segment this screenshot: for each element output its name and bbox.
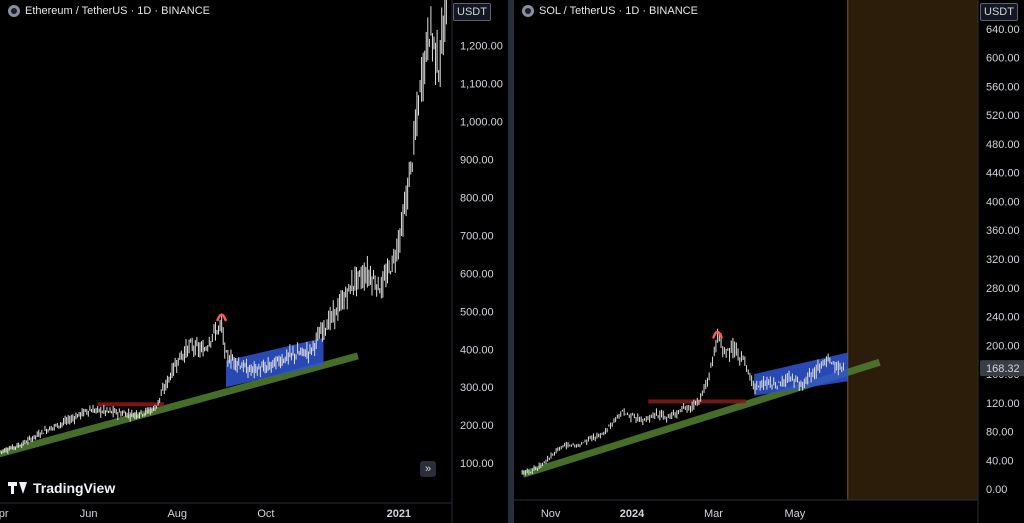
eth-time-tick-label: 2021	[387, 508, 411, 520]
eth-top-marker	[216, 313, 227, 322]
sol-symbol-title: SOL / TetherUS · 1D · BINANCE	[539, 5, 698, 17]
sol-last-price-label: 168.32	[986, 363, 1020, 375]
sol-future-region	[847, 0, 978, 500]
eth-price-tick-label: 500.00	[460, 306, 494, 318]
sol-symbol-header[interactable]: SOL / TetherUS · 1D · BINANCE	[522, 5, 698, 17]
sol-price-tick-label: 400.00	[986, 196, 1020, 208]
eth-symbol-title: Ethereum / TetherUS · 1D · BINANCE	[25, 5, 211, 17]
eth-chart-canvas[interactable]: 100.00 200.00 300.00 400.00 500.00 600.00 700.…	[0, 0, 508, 523]
tradingview-logo-text: TradingView	[33, 480, 116, 496]
sol-price-tick-label: 280.00	[986, 283, 1020, 295]
eth-price-tick-label: 400.00	[460, 344, 494, 356]
sol-price-tick-label: 40.00	[986, 455, 1014, 467]
eth-price-tick-label: 1,200.00	[460, 41, 503, 53]
sol-price-tick-label: 600.00	[986, 53, 1020, 65]
sol-top-marker	[712, 330, 723, 339]
solana-coin-icon	[522, 5, 534, 17]
sol-time-tick-label: 2024	[620, 508, 645, 520]
eth-price-tick-label: 1,000.00	[460, 116, 503, 128]
eth-unit-selector[interactable]: USDT	[453, 3, 491, 21]
sol-unit-selector[interactable]: USDT	[980, 3, 1018, 21]
eth-chart-panel[interactable]: 100.00 200.00 300.00 400.00 500.00 600.00 700.…	[0, 0, 508, 523]
sol-price-tick-label: 640.00	[986, 24, 1020, 36]
panel-divider[interactable]	[508, 0, 514, 523]
scroll-to-realtime-button[interactable]: »	[420, 461, 436, 477]
eth-time-tick-label: Aug	[167, 508, 187, 520]
eth-time-tick-label: Apr	[0, 508, 9, 520]
ethereum-coin-icon	[8, 5, 20, 17]
sol-price-tick-label: 560.00	[986, 81, 1020, 93]
eth-time-tick-label: Jun	[80, 508, 98, 520]
eth-price-tick-label: 800.00	[460, 192, 494, 204]
sol-price-tick-label: 440.00	[986, 168, 1020, 180]
eth-time-tick-label: Oct	[257, 508, 274, 520]
sol-last-price-badge	[980, 360, 1024, 377]
sol-price-tick-label: 520.00	[986, 110, 1020, 122]
sol-time-tick-label: Mar	[704, 508, 723, 520]
sol-price-tick-label: 200.00	[986, 340, 1020, 352]
eth-price-tick-label: 100.00	[460, 458, 494, 470]
eth-trendline	[0, 352, 359, 458]
sol-chart-canvas[interactable]: 0.0040.0080.00120.00160.00200.00240.0028…	[514, 0, 1024, 523]
eth-symbol-header[interactable]: Ethereum / TetherUS · 1D · BINANCE	[8, 5, 210, 17]
sol-price-tick-label: 480.00	[986, 139, 1020, 151]
sol-price-tick-label: 240.00	[986, 312, 1020, 324]
double-chevron-right-icon: »	[424, 463, 432, 475]
sol-time-tick-label: May	[784, 508, 805, 520]
eth-candles	[0, 0, 447, 455]
sol-price-tick-label: 0.00	[986, 484, 1007, 496]
eth-price-tick-label: 300.00	[460, 382, 494, 394]
sol-price-tick-label: 120.00	[986, 398, 1020, 410]
eth-resistance-line	[97, 402, 164, 407]
sol-price-tick-label: 320.00	[986, 254, 1020, 266]
sol-time-tick-label: Nov	[541, 508, 561, 520]
eth-price-tick-label: 1,100.00	[460, 79, 503, 91]
tradingview-logo[interactable]: TradingView	[8, 480, 115, 496]
sol-chart-panel[interactable]: 0.0040.0080.00120.00160.00200.00240.0028…	[514, 0, 1024, 523]
sol-price-tick-label: 360.00	[986, 225, 1020, 237]
eth-price-tick-label: 700.00	[460, 230, 494, 242]
sol-price-tick-label: 80.00	[986, 427, 1014, 439]
eth-price-tick-label: 900.00	[460, 154, 494, 166]
tradingview-logo-icon	[8, 482, 28, 494]
eth-price-tick-label: 200.00	[460, 420, 494, 432]
eth-price-tick-label: 600.00	[460, 268, 494, 280]
